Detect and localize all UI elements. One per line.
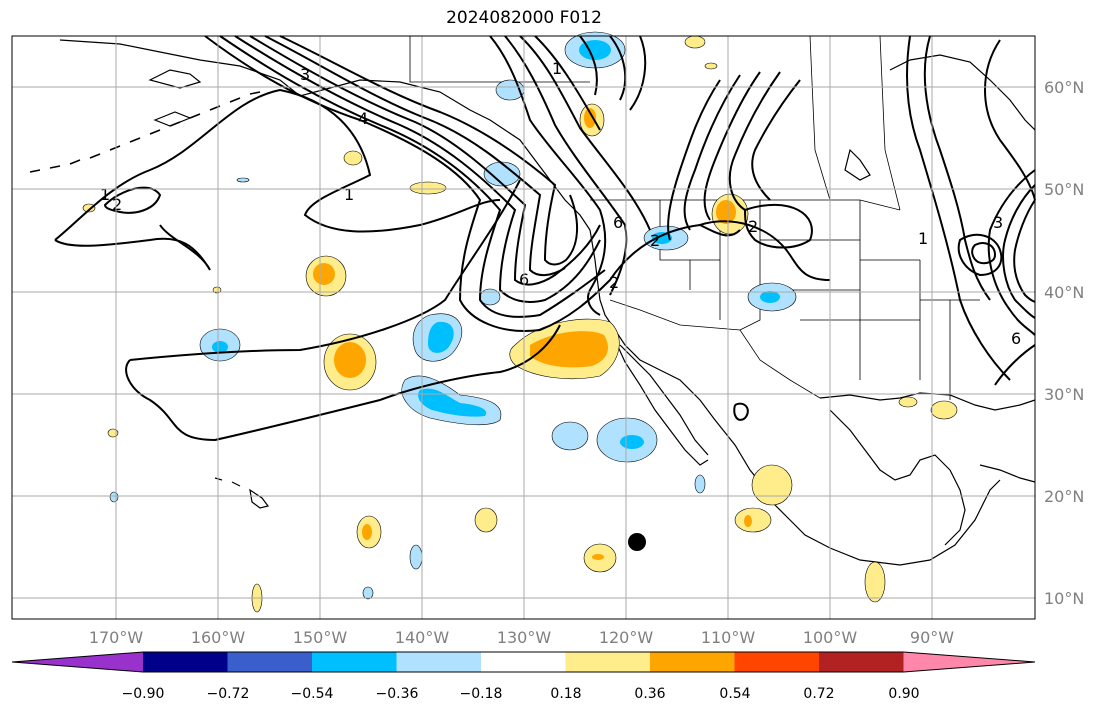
lon-tick-label: 120°W <box>599 628 654 647</box>
contour-label: 3 <box>993 213 1003 232</box>
colorbar-segment <box>396 652 482 672</box>
colorbar-tick-label: −0.54 <box>291 686 334 702</box>
lat-tick-label: 30°N <box>1044 385 1084 404</box>
colorbar-segment <box>565 652 651 672</box>
colorbar-segment <box>312 652 397 672</box>
lon-tick-label: 150°W <box>293 628 348 647</box>
colorbar-segment <box>734 652 820 672</box>
contour-label: 2 <box>609 273 619 292</box>
anomaly-shading <box>82 31 958 613</box>
lon-tick-label: 170°W <box>89 628 144 647</box>
lon-tick-label: 130°W <box>497 628 552 647</box>
colorbar-tick-label: 0.36 <box>634 686 665 702</box>
lon-labels: 170°W 160°W 150°W 140°W 130°W 120°W 110°… <box>89 628 954 647</box>
storm-center-marker <box>628 533 646 551</box>
lat-tick-label: 50°N <box>1044 180 1084 199</box>
colorbar-tick-label: 0.72 <box>803 686 834 702</box>
colorbar-tick-label: 0.90 <box>888 686 919 702</box>
lon-tick-label: 160°W <box>191 628 246 647</box>
coastlines <box>29 39 1036 566</box>
lon-tick-label: 100°W <box>803 628 858 647</box>
contour-label: 6 <box>613 213 623 232</box>
contour-label: 1 <box>918 229 928 248</box>
colorbar-segment <box>227 652 313 672</box>
colorbar: −0.90 −0.72 −0.54 −0.36 −0.18 0.18 0.36 … <box>11 651 1036 702</box>
contour-label: 1 <box>344 185 354 204</box>
colorbar-tick-label: −0.72 <box>207 686 250 702</box>
lon-tick-label: 90°W <box>910 628 954 647</box>
lon-tick-label: 110°W <box>701 628 756 647</box>
contour-label: 1 <box>552 59 562 78</box>
contour-label: 3 <box>300 65 310 84</box>
lat-labels: 60°N 50°N 40°N 30°N 20°N 10°N <box>1044 78 1084 608</box>
colorbar-extend-high <box>903 652 1035 672</box>
contour-label: 2 <box>748 217 758 236</box>
gridlines <box>12 36 1035 619</box>
colorbar-tick-label: −0.36 <box>376 686 419 702</box>
colorbar-segment <box>143 652 228 672</box>
colorbar-tick-label: −0.90 <box>122 686 165 702</box>
lat-tick-label: 20°N <box>1044 487 1084 506</box>
colorbar-segment <box>481 652 566 672</box>
map-panel: 1 1 2 3 4 6 6 2 2 1 3 6 2 1 <box>11 31 1036 620</box>
lon-tick-label: 140°W <box>395 628 450 647</box>
contour-label: 2 <box>650 231 660 250</box>
lat-tick-label: 10°N <box>1044 589 1084 608</box>
colorbar-extend-low <box>12 652 143 672</box>
contour-labels: 1 1 2 3 4 6 6 2 2 1 3 6 2 1 <box>100 59 1021 348</box>
contour-label: 1 <box>100 185 110 204</box>
colorbar-tick-label: 0.54 <box>719 686 750 702</box>
height-contours <box>54 35 1036 442</box>
contour-label: 4 <box>358 109 368 128</box>
contour-label: 6 <box>1011 329 1021 348</box>
contour-label: 2 <box>112 195 122 214</box>
colorbar-ticks: −0.90 −0.72 −0.54 −0.36 −0.18 0.18 0.36 … <box>122 686 920 702</box>
lat-tick-label: 40°N <box>1044 283 1084 302</box>
colorbar-tick-label: −0.18 <box>460 686 503 702</box>
colorbar-segments <box>11 651 1036 673</box>
map-title: 2024082000 F012 <box>446 8 602 28</box>
lat-tick-label: 60°N <box>1044 78 1084 97</box>
colorbar-segment <box>819 652 904 672</box>
colorbar-tick-label: 0.18 <box>550 686 581 702</box>
colorbar-outline <box>11 651 1036 673</box>
colorbar-segment <box>650 652 735 672</box>
